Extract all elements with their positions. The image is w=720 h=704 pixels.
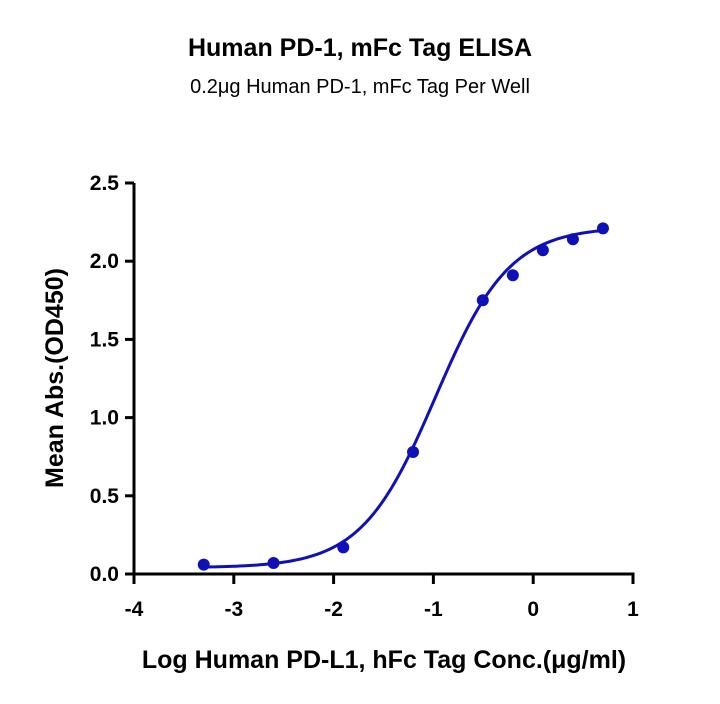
data-points	[197, 222, 609, 571]
data-point	[506, 269, 519, 282]
y-tick-label: 2.0	[90, 250, 119, 273]
data-point	[536, 244, 549, 257]
y-tick-label: 1.0	[90, 407, 119, 430]
chart-subtitle: 0.2μg Human PD-1, mFc Tag Per Well	[190, 76, 530, 98]
fit-curve	[203, 228, 604, 569]
data-point	[596, 222, 609, 235]
data-point	[566, 233, 579, 246]
data-point	[337, 541, 350, 554]
x-tick-label: 1	[627, 598, 639, 621]
x-tick-label: -2	[324, 598, 343, 621]
data-point	[476, 294, 489, 307]
y-tick-label: 0.5	[90, 485, 120, 508]
y-axis-title: Mean Abs.(OD450)	[41, 268, 69, 488]
chart-title: Human PD-1, mFc Tag ELISA	[187, 34, 533, 62]
x-axis-title: Log Human PD-L1, hFc Tag Conc.(μg/ml)	[142, 646, 626, 674]
x-tick-label: -1	[424, 598, 443, 621]
x-tick-label: 0	[527, 598, 539, 621]
data-point	[267, 557, 280, 570]
y-tick-label: 0.0	[90, 563, 119, 586]
x-tick-label: -3	[224, 598, 243, 621]
data-point	[197, 558, 210, 571]
x-tick-label: -4	[125, 598, 144, 621]
y-tick-label: 2.5	[90, 172, 120, 195]
y-tick-label: 1.5	[90, 328, 120, 351]
data-point	[407, 446, 420, 459]
axes: 0.0 0.5 1.0 1.5 2.0 2.5 -4 -3 -2 -1 0 1	[90, 172, 639, 621]
